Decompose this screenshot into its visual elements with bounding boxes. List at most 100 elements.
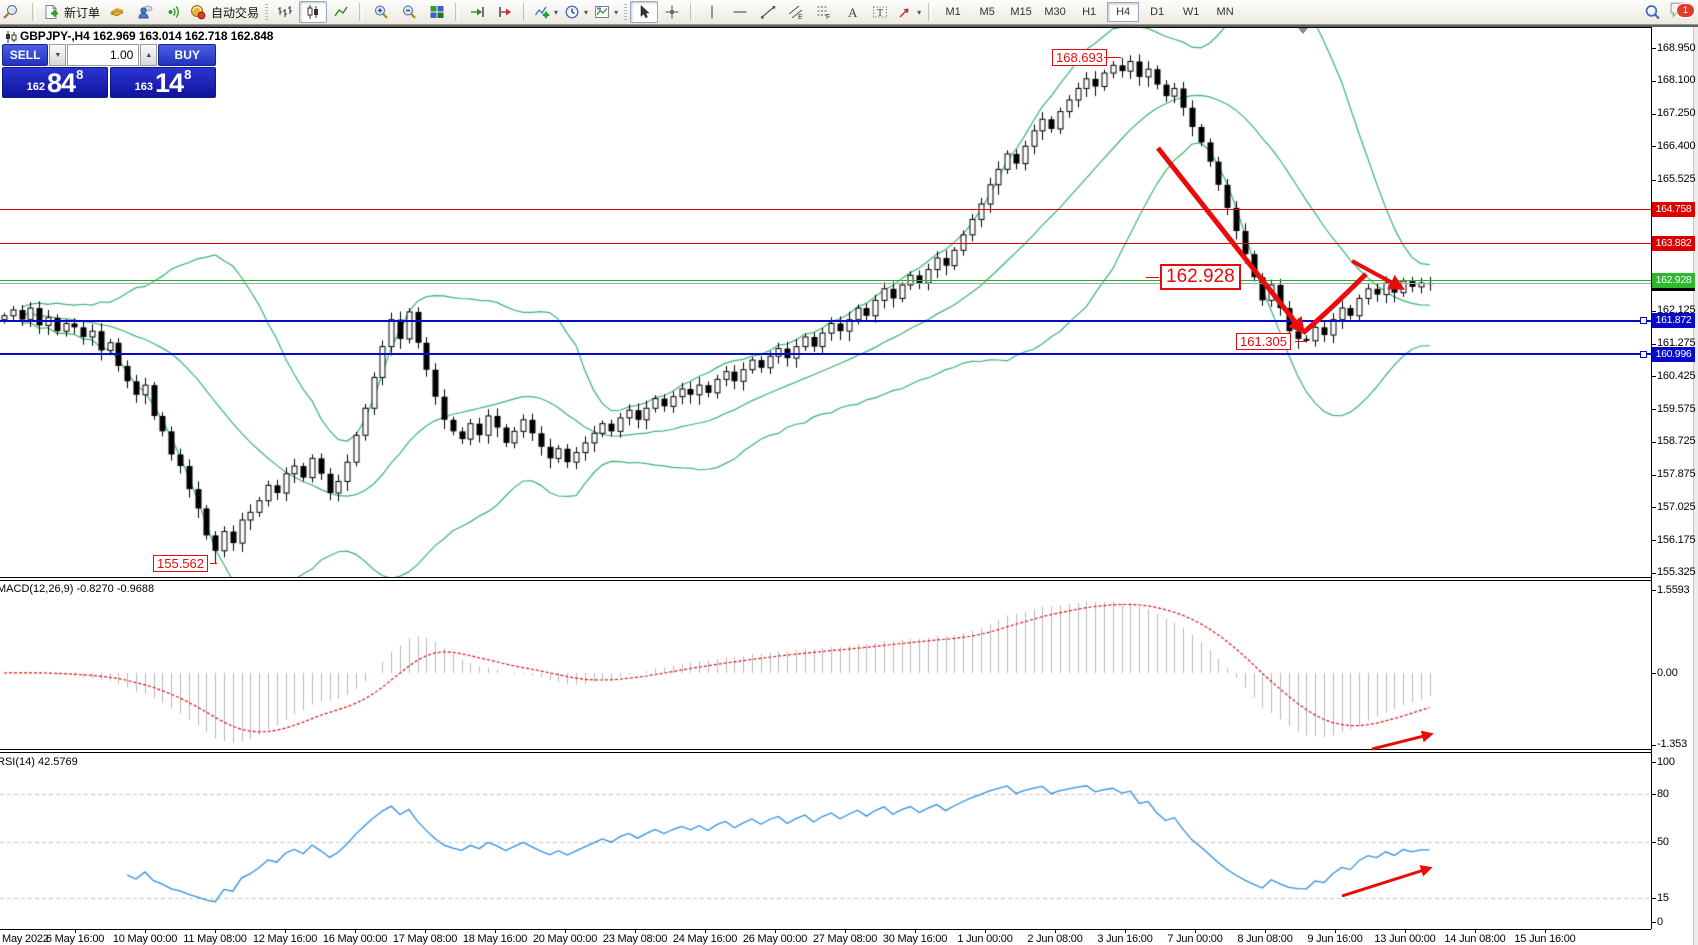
one-click-order-row: SELL ▼ 1.00 ▲ BUY (2, 44, 217, 66)
window-edge-strip (1693, 27, 1698, 945)
sell-button[interactable]: SELL (2, 44, 49, 66)
rsi-panel-bottom-border (0, 929, 1651, 930)
price-tag-161-872[interactable]: 161.872 (1652, 313, 1695, 329)
vertical-line-icon (711, 5, 713, 19)
price-axis-label: 160.425 (1657, 369, 1696, 382)
price-axis-label: 168.950 (1657, 41, 1696, 54)
price-axis-label: 156.175 (1657, 533, 1696, 546)
price-axis-label: 159.575 (1657, 402, 1696, 415)
rsi-panel-canvas[interactable] (0, 753, 1651, 929)
timeframe-d1[interactable]: D1 (1150, 6, 1165, 18)
equidistant-channel-button[interactable]: E (782, 1, 810, 23)
signals-button[interactable] (159, 1, 187, 23)
macd-panel-top-border (0, 580, 1651, 581)
toolbar-separator (690, 3, 695, 21)
timeframe-h4[interactable]: H4 (1107, 2, 1140, 22)
periods-button[interactable]: ▾ (561, 1, 591, 23)
price-axis-label: 161.275 (1657, 337, 1696, 350)
bar-chart-button[interactable] (271, 1, 299, 23)
timeframe-w1[interactable]: W1 (1182, 6, 1200, 18)
time-axis-label: 17 May 08:00 (392, 933, 458, 945)
autotrading-button[interactable]: 自动交易 (187, 1, 262, 23)
timeframe-m5[interactable]: M5 (979, 6, 995, 18)
line-chart-button[interactable] (327, 1, 355, 23)
zoom-in-button[interactable] (367, 1, 395, 23)
one-click-trading-panel: SELL ▼ 1.00 ▲ BUY 162 84 8 163 14 8 (2, 44, 217, 98)
svg-text:F: F (826, 14, 830, 20)
auto-scroll-button[interactable] (463, 1, 491, 23)
volume-increase-button[interactable]: ▲ (140, 44, 158, 66)
time-axis-label: 7 Jun 00:00 (1167, 933, 1223, 945)
signals-icon (168, 6, 179, 18)
new-order-button[interactable]: 新订单 (40, 1, 103, 23)
buy-button[interactable]: BUY (158, 44, 217, 66)
price-tag-163-882[interactable]: 163.882 (1652, 235, 1695, 251)
rsi-panel-top-border (0, 752, 1651, 753)
toolbar-grip (624, 4, 628, 20)
notification-badge: 1 (1676, 3, 1695, 18)
search-icon[interactable] (1644, 4, 1661, 21)
time-axis-label: 12 May 16:00 (252, 933, 318, 945)
tile-windows-button[interactable] (423, 1, 451, 23)
volume-input[interactable]: 1.00 (67, 44, 140, 66)
dropdown-arrow-icon: ▾ (554, 7, 559, 17)
sell-price-display[interactable]: 162 84 8 (2, 67, 108, 98)
price-tag-160-996[interactable]: 160.996 (1652, 346, 1695, 362)
chart-window-icon (6, 31, 17, 43)
clipped-toolbar-icon[interactable] (0, 1, 28, 23)
templates-button[interactable]: ▾ (591, 1, 621, 23)
bar-chart-icon (278, 6, 293, 17)
timeframe-m30[interactable]: M30 (1044, 6, 1066, 18)
new-order-icon (45, 5, 58, 19)
rsi-axis-label: 80 (1657, 787, 1669, 800)
text-label-button[interactable]: T (866, 1, 894, 23)
timeframe-mn[interactable]: MN (1216, 6, 1234, 18)
toolbar-separator (359, 3, 364, 21)
timeframe-m1[interactable]: M1 (945, 6, 961, 18)
price-axis-label: 166.400 (1657, 139, 1696, 152)
vertical-line-button[interactable] (698, 1, 726, 23)
time-axis-label: 27 May 08:00 (812, 933, 878, 945)
macd-panel-bottom-border (0, 749, 1651, 750)
crosshair-button[interactable] (658, 1, 686, 23)
indicators-button[interactable]: ▾ (531, 1, 561, 23)
candlestick-chart-icon (307, 5, 319, 19)
trendline-button[interactable] (754, 1, 782, 23)
fibonacci-icon: F (817, 6, 830, 20)
deposit-button[interactable] (103, 1, 131, 23)
volume-decrease-button[interactable]: ▼ (49, 44, 67, 66)
macd-panel-canvas[interactable] (0, 581, 1651, 749)
price-tag-162-848[interactable]: 162.848 (1652, 275, 1695, 291)
timeframe-h1[interactable]: H1 (1082, 6, 1097, 18)
horizontal-line-button[interactable] (726, 1, 754, 23)
community-button[interactable] (131, 1, 159, 23)
community-person-icon (138, 5, 153, 19)
rsi-axis-label: 0 (1657, 915, 1663, 928)
text-icon: A (848, 5, 858, 20)
buy-price-sup: 8 (184, 67, 192, 82)
main-panel-bottom-border (0, 577, 1651, 578)
time-axis-label: 23 May 08:00 (602, 933, 668, 945)
time-axis-label: 30 May 16:00 (882, 933, 948, 945)
arrows-button[interactable]: ▾ (894, 1, 924, 23)
time-axis-label: May 2022 (2, 933, 49, 945)
new-order-label: 新订单 (64, 5, 101, 20)
chart-shift-marker[interactable] (1298, 28, 1308, 34)
tile-windows-icon (430, 6, 444, 18)
timeframe-m15[interactable]: M15 (1010, 6, 1032, 18)
zoom-out-button[interactable] (395, 1, 423, 23)
time-axis-label: 26 May 00:00 (742, 933, 808, 945)
buy-price-display[interactable]: 163 14 8 (110, 67, 216, 98)
chat-button[interactable]: 1 (1669, 1, 1695, 23)
templates-icon (595, 6, 610, 18)
candlestick-chart-button[interactable] (299, 1, 328, 23)
trendline-icon (761, 6, 776, 19)
chart-shift-button[interactable] (491, 1, 519, 23)
price-tag-164-758[interactable]: 164.758 (1652, 202, 1695, 218)
rsi-axis-label: 15 (1657, 891, 1669, 904)
text-button[interactable]: A (838, 1, 866, 23)
cursor-button[interactable] (630, 1, 659, 23)
price-tag-162-928[interactable]: 162.928 (1652, 272, 1695, 288)
price-chart-canvas[interactable] (0, 28, 1651, 577)
fibonacci-button[interactable]: F (810, 1, 838, 23)
